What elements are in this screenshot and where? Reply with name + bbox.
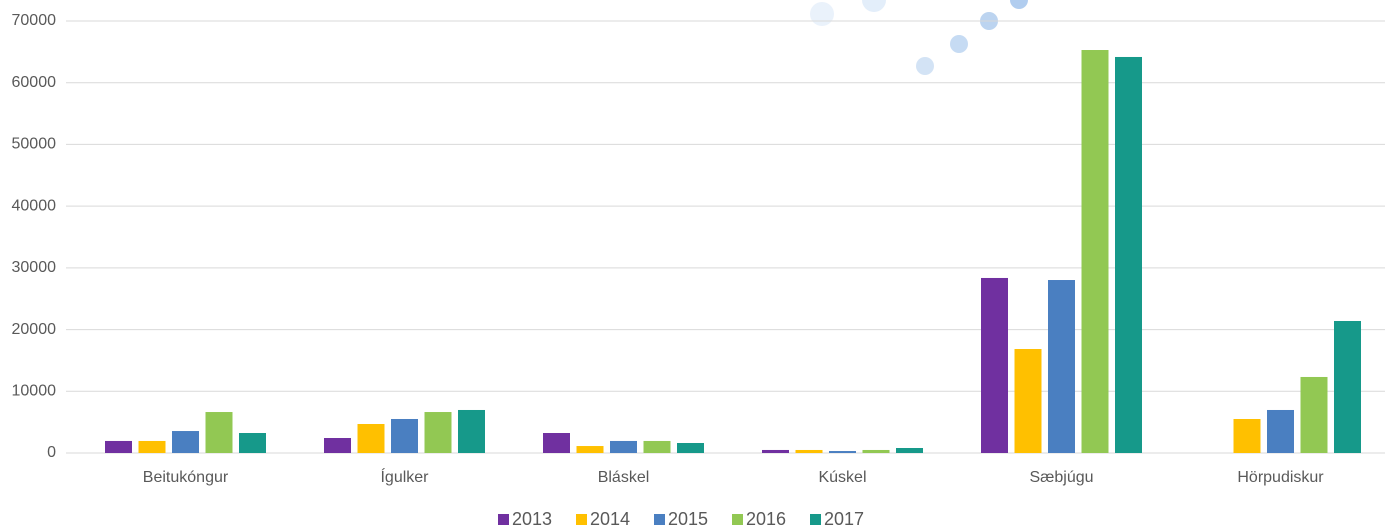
- bar: [138, 440, 166, 453]
- bar: [1267, 409, 1294, 453]
- bar: [643, 440, 671, 453]
- y-tick-label: 50000: [12, 136, 57, 153]
- bar: [458, 409, 485, 453]
- y-tick-label: 70000: [12, 12, 57, 29]
- bar: [795, 449, 823, 453]
- x-tick-label: Sæbjúgu: [1029, 469, 1093, 486]
- bar: [424, 412, 452, 453]
- bar: [324, 438, 351, 453]
- legend-swatch: [810, 514, 821, 525]
- bar: [1048, 280, 1075, 453]
- bar: [1115, 56, 1142, 453]
- legend-label: 2016: [746, 509, 786, 529]
- legend-label: 2015: [668, 509, 708, 529]
- bar: [762, 449, 789, 453]
- bar: [239, 433, 266, 453]
- bar: [829, 451, 856, 453]
- bar: [1334, 320, 1361, 453]
- y-tick-label: 60000: [12, 74, 57, 91]
- bar: [896, 448, 923, 453]
- y-tick-label: 0: [47, 444, 56, 461]
- legend-swatch: [654, 514, 665, 525]
- bar: [357, 423, 385, 453]
- bar: [105, 440, 132, 453]
- legend-label: 2014: [590, 509, 630, 529]
- decoration: [810, 0, 1028, 75]
- legend-swatch: [732, 514, 743, 525]
- x-tick-label: Bláskel: [598, 469, 650, 486]
- bar: [543, 433, 570, 453]
- y-tick-label: 20000: [12, 321, 57, 338]
- bar: [205, 412, 233, 453]
- bar: [172, 431, 199, 453]
- bar: [1300, 376, 1328, 453]
- y-tick-label: 10000: [12, 383, 57, 400]
- x-tick-label: Ígulker: [380, 467, 429, 486]
- bar: [862, 449, 890, 453]
- bar: [1081, 50, 1109, 454]
- legend-swatch: [576, 514, 587, 525]
- x-tick-label: Kúskel: [818, 469, 866, 486]
- bar: [1014, 349, 1042, 453]
- bar: [391, 418, 418, 453]
- legend-swatch: [498, 514, 509, 525]
- bar: [677, 443, 704, 453]
- bar: [981, 277, 1008, 453]
- y-tick-label: 40000: [12, 197, 57, 214]
- x-tick-label: Beitukóngur: [143, 469, 229, 486]
- x-tick-label: Hörpudiskur: [1237, 469, 1324, 486]
- bar: [610, 440, 637, 453]
- bar: [576, 446, 604, 453]
- y-tick-label: 30000: [12, 259, 57, 276]
- legend-label: 2017: [824, 509, 864, 529]
- bar: [1233, 418, 1261, 453]
- legend-label: 2013: [512, 509, 552, 529]
